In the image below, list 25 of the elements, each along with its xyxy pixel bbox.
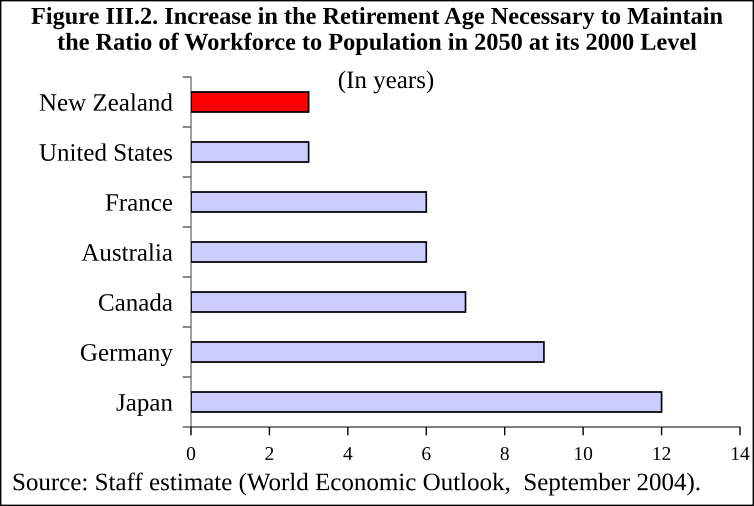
x-tick-label: 6	[422, 447, 431, 460]
x-tick-label: 12	[654, 447, 670, 460]
y-tick-label: France	[106, 194, 172, 211]
bar	[191, 291, 466, 313]
y-tick-label: Germany	[80, 344, 173, 366]
y-tick-label: Japan	[116, 394, 173, 416]
x-tick-label: 4	[343, 447, 352, 460]
bar	[191, 241, 428, 263]
y-tick-label: Canada	[99, 293, 173, 311]
x-tick-label: 0	[186, 447, 196, 460]
x-tick-label: 14	[732, 447, 750, 460]
bar	[191, 141, 310, 163]
x-tick-label: 10	[575, 447, 592, 460]
bar	[191, 341, 545, 363]
y-tick-label: United States	[39, 143, 172, 161]
chart-title: Figure III.2. Increase in the Retirement Age Necessary to Maintain the Ratio of Workforce to Population in 2050 at its 2000 Level	[31, 7, 723, 55]
bar	[191, 191, 428, 213]
source-note: Source: Staff estimate (World Economic Outlook, September 2004).	[14, 472, 700, 496]
x-tick-label: 8	[500, 447, 509, 460]
bar	[191, 91, 310, 113]
y-tick-label: New Zealand	[40, 93, 173, 111]
bar	[191, 391, 662, 413]
y-tick-label: Australia	[82, 243, 173, 261]
x-tick-label: 2	[265, 447, 274, 460]
chart-subtitle: (In years)	[338, 70, 434, 94]
